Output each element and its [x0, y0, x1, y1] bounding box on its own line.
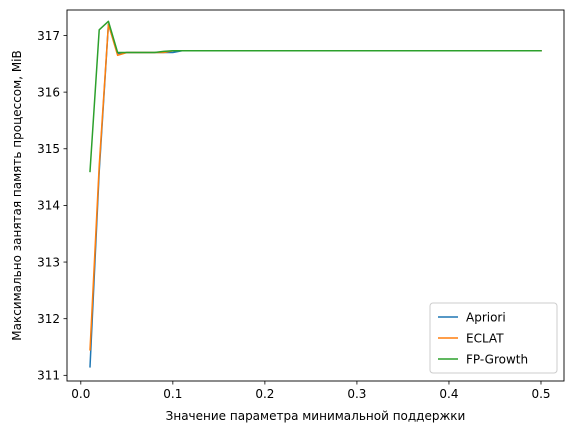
x-axis-ticks: 0.0 0.1 0.2 0.3 0.4 0.5 [71, 381, 551, 401]
y-tick-label: 316 [37, 85, 60, 99]
y-tick-label: 317 [37, 29, 60, 43]
legend-label-apriori: Apriori [466, 310, 506, 324]
legend: Apriori ECLAT FP-Growth [429, 302, 558, 374]
x-tick-label: 0.4 [439, 387, 458, 401]
x-tick-label: 0.5 [531, 387, 550, 401]
series-line-fp-growth [89, 20, 542, 173]
plot-area-frame [66, 9, 565, 382]
x-tick-label: 0.2 [255, 387, 274, 401]
y-tick-label: 311 [37, 369, 60, 383]
legend-label-fp-growth: FP-Growth [466, 352, 528, 366]
x-tick-label: 0.1 [163, 387, 182, 401]
y-axis-ticks: 311 312 313 314 315 316 317 [37, 29, 67, 383]
series-layer [89, 20, 542, 368]
y-tick-label: 314 [37, 199, 60, 213]
y-axis-label: Максимально занятая память процессом, Mi… [10, 50, 24, 341]
legend-box [429, 302, 558, 374]
y-tick-label: 315 [37, 142, 60, 156]
x-tick-label: 0.3 [347, 387, 366, 401]
y-tick-label: 312 [37, 312, 60, 326]
y-tick-label: 313 [37, 255, 60, 269]
x-axis-label: Значение параметра минимальной поддержки [166, 409, 466, 423]
x-tick-label: 0.0 [71, 387, 90, 401]
legend-label-eclat: ECLAT [466, 331, 504, 345]
